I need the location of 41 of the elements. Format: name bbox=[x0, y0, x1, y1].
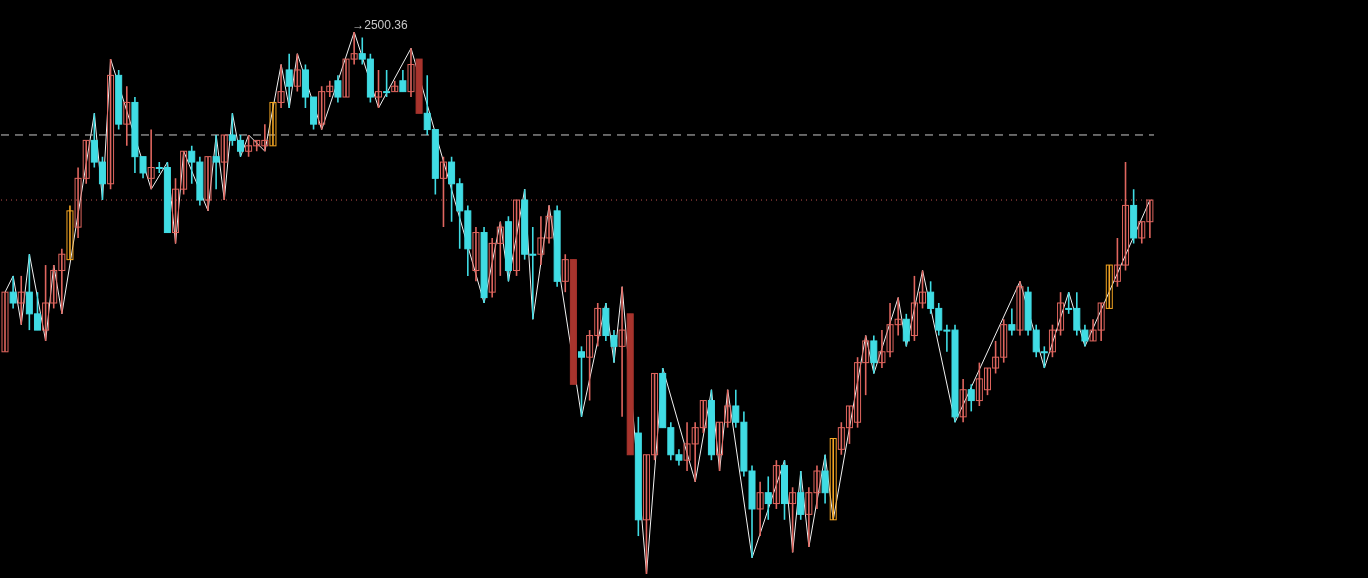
candlestick bbox=[756, 481, 764, 537]
candlestick bbox=[17, 275, 25, 326]
candlestick bbox=[375, 69, 383, 109]
candlestick bbox=[147, 128, 155, 190]
candlestick bbox=[561, 253, 569, 293]
candlestick bbox=[902, 313, 910, 348]
annotation: →2500.36 bbox=[352, 18, 408, 32]
candlestick bbox=[1, 291, 9, 353]
candlestick bbox=[472, 226, 480, 283]
candlestick bbox=[66, 204, 74, 261]
candlestick bbox=[277, 63, 285, 109]
candlestick bbox=[1008, 307, 1016, 337]
candlestick bbox=[383, 69, 391, 98]
candlestick bbox=[578, 345, 585, 418]
candlestick bbox=[293, 52, 301, 93]
candlestick bbox=[399, 69, 407, 93]
candlestick bbox=[285, 52, 293, 109]
candlestick bbox=[959, 378, 967, 424]
candlestick bbox=[821, 453, 829, 505]
candlestick bbox=[797, 470, 805, 521]
candlestick bbox=[618, 285, 626, 418]
candlestick bbox=[212, 134, 220, 190]
candlestick bbox=[204, 155, 212, 212]
candlestick bbox=[789, 486, 797, 554]
candlestick bbox=[1105, 264, 1113, 310]
candlestick bbox=[407, 47, 415, 98]
candlestick bbox=[967, 383, 975, 413]
candlestick bbox=[269, 101, 277, 147]
candlestick bbox=[764, 475, 772, 521]
candlestick bbox=[439, 155, 447, 228]
candlestick bbox=[220, 134, 228, 201]
candlestick bbox=[870, 334, 878, 375]
candlestick bbox=[391, 79, 399, 93]
candlestick bbox=[829, 437, 837, 521]
candlestick bbox=[9, 275, 17, 310]
candlestick bbox=[123, 85, 131, 147]
candlestick bbox=[107, 58, 115, 190]
candlestick bbox=[513, 199, 521, 277]
candlestick bbox=[772, 459, 780, 510]
candlestick bbox=[334, 74, 342, 104]
candlestick bbox=[1016, 280, 1024, 337]
